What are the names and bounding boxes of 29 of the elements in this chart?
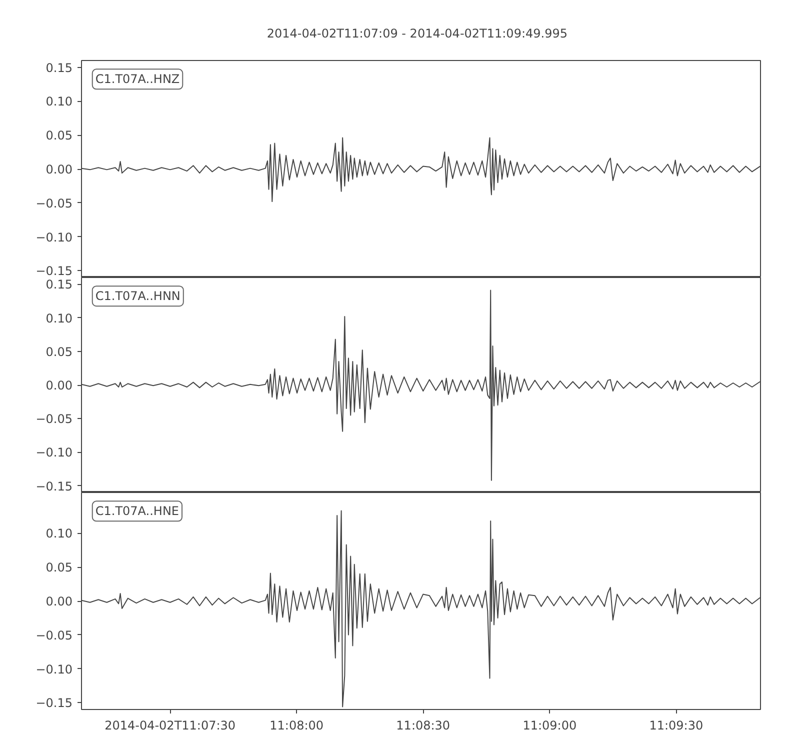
y-tick-label: 0.05: [46, 560, 72, 575]
chart-title: 2014-04-02T11:07:09 - 2014-04-02T11:09:49.995: [266, 26, 568, 40]
y-tick-label: 0.10: [46, 311, 72, 326]
x-tick-label: 11:09:30: [649, 718, 704, 732]
x-tick-label: 11:09:00: [522, 718, 577, 732]
y-tick-label: −0.10: [36, 662, 73, 676]
y-tick-label: 0.00: [46, 594, 72, 608]
y-tick-label: −0.05: [36, 196, 73, 210]
y-tick-label: 0.05: [46, 128, 72, 143]
y-tick-label: 0.10: [46, 526, 72, 541]
y-tick-label: −0.05: [36, 412, 73, 426]
y-tick-label: −0.10: [36, 446, 73, 460]
annotation: C1.T07A..HNZ: [95, 72, 180, 86]
y-tick-label: −0.15: [36, 264, 73, 278]
x-tick-label: 11:08:30: [396, 718, 450, 732]
y-tick-label: −0.15: [36, 479, 73, 494]
y-tick-label: 0.05: [46, 344, 72, 359]
y-tick-label: 0.00: [46, 378, 72, 392]
x-tick-label: 11:08:00: [270, 718, 324, 732]
y-tick-label: −0.10: [36, 230, 73, 244]
annotation: C1.T07A..HNE: [95, 504, 180, 518]
y-tick-label: 0.15: [46, 278, 72, 292]
y-tick-label: 0.15: [46, 60, 72, 75]
y-tick-label: 0.10: [46, 94, 72, 109]
x-tick-label: 2014-04-02T11:07:30: [104, 718, 236, 732]
y-tick-label: 0.00: [46, 162, 72, 176]
annotation: C1.T07A..HNN: [95, 289, 180, 304]
y-tick-label: −0.15: [36, 696, 73, 710]
y-tick-label: −0.05: [36, 628, 73, 642]
